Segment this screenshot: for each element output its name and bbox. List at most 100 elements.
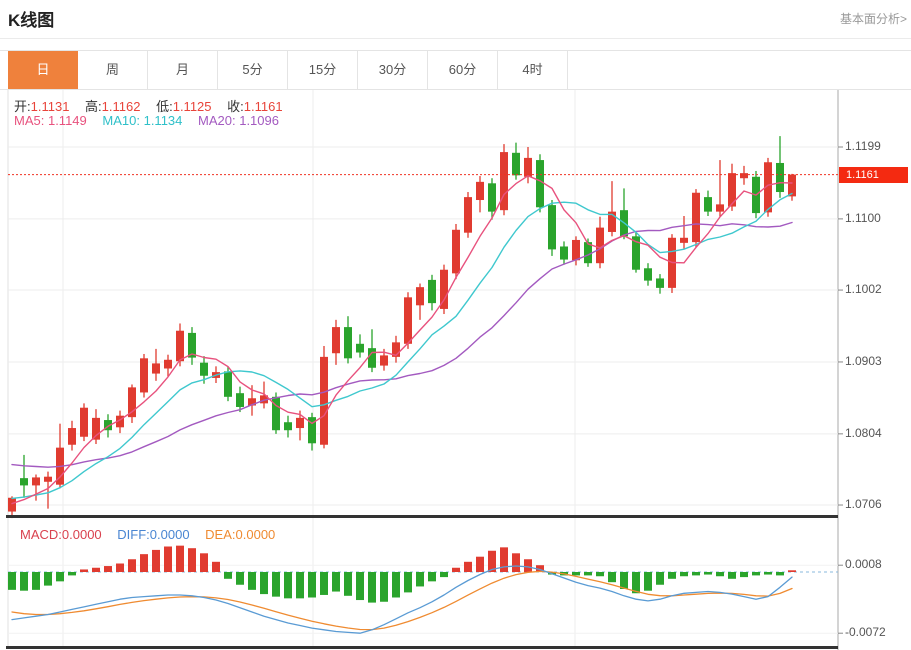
macd-axis-label: -0.0072 [845,625,886,640]
candle-body [32,477,40,486]
candle-body [548,205,556,250]
macd-hist-bar [224,572,232,579]
macd-hist-bar [632,572,640,594]
diff-line [11,565,793,634]
macd-hist-bar [140,554,148,572]
macd-hist-bar [368,572,376,603]
macd-hist-bar [416,572,424,587]
candle-body [320,356,328,445]
macd-value: 0.0000 [61,527,102,542]
candle-body [80,407,88,437]
fundamental-analysis-link[interactable]: 基本面分析> [839,12,907,26]
candle-body [44,476,52,482]
macd-hist-bar [464,561,472,572]
candle-body [356,343,364,353]
candle-body [740,173,748,179]
candle-body [20,478,28,486]
macd-hist-bar [260,572,268,595]
macd-hist-bar [428,572,436,582]
candle-body [704,197,712,212]
tab-月[interactable]: 月 [148,51,218,89]
macd-hist-bar [596,572,604,577]
macd-hist-bar [332,572,340,592]
candle-body [272,396,280,431]
candle-body [176,330,184,362]
ma-legend: MA5: 1.1149 MA10: 1.1134 MA20: 1.1096 [14,113,291,128]
tab-周[interactable]: 周 [78,51,148,89]
candle-body [380,355,388,366]
panel-divider-bottom[interactable] [6,646,838,649]
macd-hist-bar [380,572,388,602]
tab-日[interactable]: 日 [8,51,78,89]
price-axis-label: 1.1100 [845,210,881,225]
price-axis-label: 1.1002 [845,282,882,297]
header-divider [0,38,911,39]
candle-body [488,183,496,212]
macd-hist-bar [32,572,40,590]
macd-hist-bar [752,572,760,576]
macd-hist-bar [320,572,328,595]
open-value: 1.1131 [30,99,70,114]
macd-hist-bar [188,548,196,572]
macd-hist-bar [740,572,748,578]
ma5-label: MA5: [14,113,45,128]
macd-hist-bar [608,572,616,583]
candle-body [296,417,304,429]
candle-body [560,246,568,260]
macd-hist-bar [728,572,736,579]
candle-body [344,327,352,359]
candle-body [788,174,796,197]
candle-body [284,422,292,431]
candle-body [692,192,700,243]
macd-hist-bar [20,572,28,591]
diff-value: 0.0000 [149,527,190,542]
candle-body [644,268,652,281]
low-label: 低: [156,99,173,114]
macd-hist-bar [620,572,628,589]
ma20-value: 1.1096 [239,113,279,128]
candle-body [680,237,688,243]
candle-body [332,327,340,354]
candle-body [608,211,616,232]
macd-hist-bar [200,553,208,572]
tab-4时[interactable]: 4时 [498,51,568,89]
candle-body [440,269,448,309]
candle-body [224,371,232,397]
high-value: 1.1162 [101,99,141,114]
candle-body [764,162,772,213]
low-value: 1.1125 [172,99,212,114]
page-title: K线图 [8,11,55,30]
candle-body [596,227,604,264]
macd-hist-bar [56,572,64,582]
candle-body [500,152,508,211]
tab-30分[interactable]: 30分 [358,51,428,89]
candle-body [236,393,244,407]
ma5-value: 1.1149 [47,113,87,128]
tab-15分[interactable]: 15分 [288,51,358,89]
ma10-line [11,192,793,500]
macd-hist-bar [392,572,400,598]
panel-divider-top[interactable] [6,515,838,518]
ma10-label: MA10: [102,113,140,128]
ohlc-legend: 开:1.1131 高:1.1162 低:1.1125 收:1.1161 [14,96,295,115]
candle-body [512,152,520,176]
price-axis-label: 1.0804 [845,425,882,440]
tab-60分[interactable]: 60分 [428,51,498,89]
candle-body [392,342,400,357]
macd-hist-bar [704,572,712,575]
tab-5分[interactable]: 5分 [218,51,288,89]
macd-hist-bar [776,572,784,576]
candle-body [260,395,268,404]
macd-hist-bar [404,572,412,593]
high-label: 高: [85,99,102,114]
macd-hist-bar [656,572,664,585]
candle-body [8,497,16,512]
macd-legend: MACD:0.0000 DIFF:0.0000 DEA:0.0000 [20,527,287,542]
macd-hist-bar [584,572,592,576]
macd-hist-bar [764,572,772,575]
candle-body [308,417,316,444]
macd-hist-bar [572,572,580,576]
macd-hist-bar [272,572,280,597]
